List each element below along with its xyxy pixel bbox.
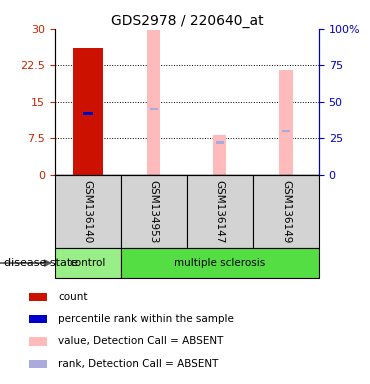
Text: value, Detection Call = ABSENT: value, Detection Call = ABSENT	[58, 336, 223, 346]
Text: GSM136149: GSM136149	[281, 179, 291, 243]
Bar	[29, 315, 47, 323]
Text: GSM134953: GSM134953	[149, 179, 159, 243]
Bar	[73, 48, 102, 175]
Text: percentile rank within the sample: percentile rank within the sample	[58, 314, 234, 324]
Bar	[187, 175, 253, 248]
Bar	[279, 70, 293, 175]
Bar	[150, 108, 158, 110]
Bar	[83, 112, 93, 115]
Text: control: control	[70, 258, 106, 268]
Bar	[147, 30, 161, 175]
Bar	[55, 175, 121, 248]
Text: GSM136147: GSM136147	[215, 179, 225, 243]
Bar	[121, 248, 319, 278]
Bar	[29, 360, 47, 368]
Bar	[29, 338, 47, 346]
Text: rank, Detection Call = ABSENT: rank, Detection Call = ABSENT	[58, 359, 219, 369]
Text: GSM136140: GSM136140	[83, 180, 93, 243]
Text: multiple sclerosis: multiple sclerosis	[174, 258, 266, 268]
Bar	[282, 130, 290, 132]
Bar	[121, 175, 187, 248]
Bar	[55, 248, 121, 278]
Bar	[29, 293, 47, 301]
Bar	[213, 135, 226, 175]
Title: GDS2978 / 220640_at: GDS2978 / 220640_at	[111, 14, 263, 28]
Bar	[216, 141, 224, 144]
Bar	[253, 175, 319, 248]
Text: count: count	[58, 292, 88, 302]
Text: disease state: disease state	[4, 258, 78, 268]
